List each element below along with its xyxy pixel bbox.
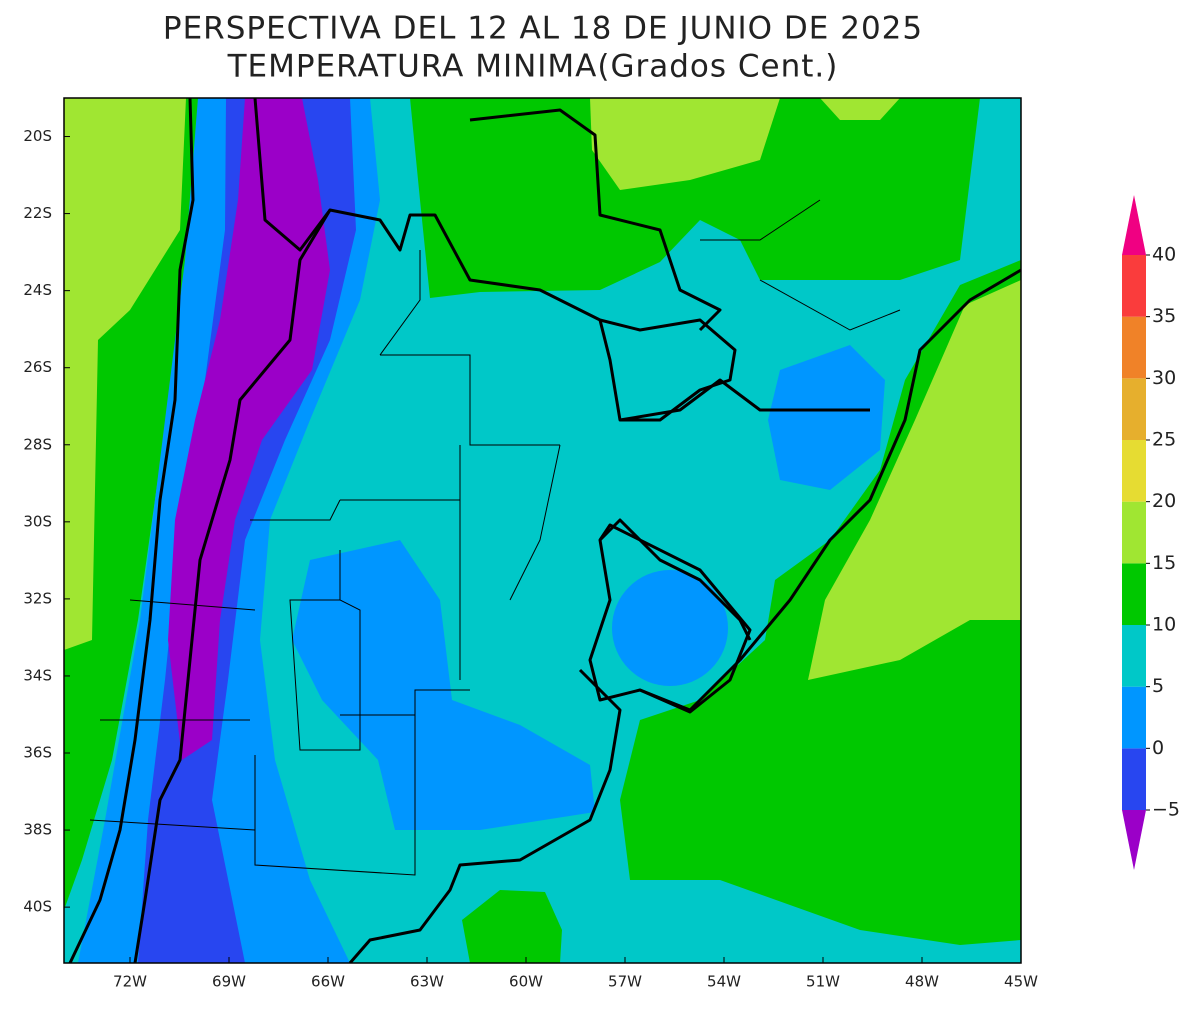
x-tick-label: 45W <box>1004 973 1038 991</box>
andes-border <box>133 209 332 963</box>
x-tick-label: 69W <box>212 973 246 991</box>
colorbar-label: 25 <box>1152 429 1176 451</box>
temperature-field <box>64 98 1021 963</box>
x-tick-label: 66W <box>311 973 345 991</box>
y-tick-label: 34S <box>23 666 52 684</box>
field-10-15 <box>410 98 980 298</box>
colorbar-segment <box>1122 378 1146 440</box>
colorbar-segment <box>1122 563 1146 625</box>
colorbar-label: 5 <box>1152 675 1164 697</box>
y-tick-label: 24S <box>23 281 52 299</box>
y-tick-label: 20S <box>23 127 52 145</box>
x-tick-label: 57W <box>608 973 642 991</box>
field-0-5 <box>292 540 595 830</box>
title: PERSPECTIVA DEL 12 AL 18 DE JUNIO DE 202… <box>163 11 923 47</box>
colorbar-label: 30 <box>1152 367 1176 389</box>
colorbar-label: −5 <box>1152 799 1180 821</box>
field-10-15 <box>462 890 562 963</box>
colorbar-label: 10 <box>1152 614 1176 636</box>
y-tick-label: 38S <box>23 821 52 839</box>
colorbar-label: 0 <box>1152 737 1164 759</box>
uruguay-border <box>598 523 752 714</box>
field-0-5 <box>768 345 885 490</box>
y-tick-label: 22S <box>23 204 52 222</box>
y-tick-label: 26S <box>23 358 52 376</box>
y-tick-label: 28S <box>23 435 52 453</box>
x-tick-label: 54W <box>707 973 741 991</box>
colorbar-segment <box>1122 748 1146 810</box>
y-tick-label: 36S <box>23 744 52 762</box>
chile-border <box>68 98 195 963</box>
colorbar-segment <box>1122 255 1146 317</box>
colorbar-label: 35 <box>1152 305 1176 327</box>
y-tick-label: 30S <box>23 512 52 530</box>
x-tick-label: 60W <box>509 973 543 991</box>
x-tick-label: 63W <box>410 973 444 991</box>
andes-border <box>253 98 737 422</box>
y-tick-label: 40S <box>23 898 52 916</box>
paraguay-border <box>469 108 722 332</box>
x-tick-label: 48W <box>905 973 939 991</box>
colorbar-segment <box>1122 316 1146 379</box>
field-15-20 <box>64 98 186 650</box>
field-15-20 <box>590 98 780 190</box>
colorbar-segment <box>1122 501 1146 564</box>
x-tick-label: 72W <box>113 973 147 991</box>
plot-frame <box>63 97 1022 964</box>
colorbar-label: 40 <box>1152 244 1176 266</box>
colorbar-segment <box>1122 195 1146 255</box>
colorbar-segment <box>1122 625 1146 687</box>
colorbar-label: 20 <box>1152 490 1176 512</box>
brazil-border <box>619 378 870 422</box>
field-0-5 <box>612 570 728 686</box>
colorbar-segment <box>1122 810 1146 870</box>
x-tick-label: 51W <box>806 973 840 991</box>
field-below-minus5 <box>168 98 330 760</box>
field-15-20 <box>808 280 1021 680</box>
field-15-20 <box>820 98 900 120</box>
colorbar-label: 15 <box>1152 552 1176 574</box>
field-minus5-0 <box>140 790 242 963</box>
province-borders <box>89 199 901 876</box>
colorbar-segment <box>1122 440 1146 502</box>
y-tick-label: 32S <box>23 589 52 607</box>
colorbar-segment <box>1122 686 1146 749</box>
subtitle: TEMPERATURA MINIMA(Grados Cent.) <box>227 49 839 85</box>
